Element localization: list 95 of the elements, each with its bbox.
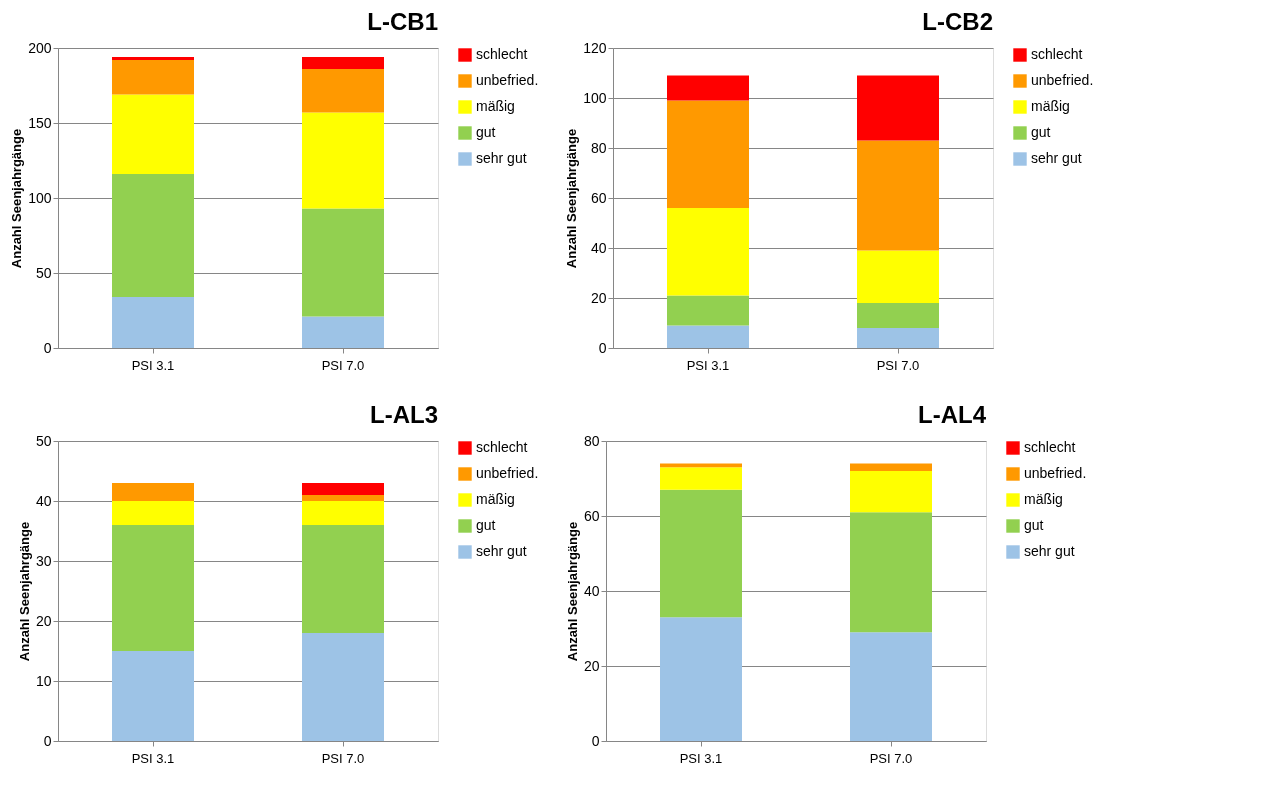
y-tick-label: 20 — [590, 289, 607, 306]
y-tick-label: 0 — [598, 339, 607, 356]
y-tick-label: 80 — [583, 432, 600, 449]
legend-label: sehr gut — [1031, 150, 1082, 166]
bar — [112, 60, 194, 95]
bar — [850, 512, 932, 633]
y-tick-label: 50 — [35, 432, 52, 449]
bar — [112, 297, 194, 348]
x-tick-label: PSI 3.1 — [686, 357, 730, 373]
bar — [667, 75, 749, 101]
y-tick-label: 200 — [28, 39, 52, 56]
bar — [112, 94, 194, 174]
y-tick-label: 10 — [35, 672, 52, 689]
y-tick-label: 120 — [583, 39, 607, 56]
legend-label: sehr gut — [476, 150, 527, 166]
y-tick-label: 0 — [43, 732, 52, 749]
bar — [660, 467, 742, 490]
y-tick-label: 150 — [28, 114, 52, 131]
legend-label: unbefried. — [476, 72, 539, 88]
bar — [857, 75, 939, 141]
bar — [302, 525, 384, 633]
bar — [660, 489, 742, 618]
bar — [302, 501, 384, 525]
legend-label: mäßig — [1024, 491, 1063, 507]
bar — [850, 463, 932, 471]
bar — [112, 483, 194, 501]
y-tick-label: 20 — [583, 657, 600, 674]
bar — [112, 651, 194, 741]
y-tick-label: 100 — [583, 89, 607, 106]
bar — [302, 69, 384, 113]
legend-label: schlecht — [476, 439, 528, 455]
y-tick-label: 60 — [590, 189, 607, 206]
y-tick-label: 100 — [28, 189, 52, 206]
chart-title: L-AL4 — [918, 401, 987, 428]
y-tick-label: 20 — [35, 612, 52, 629]
chart-title: L-CB1 — [367, 8, 438, 35]
bar — [857, 328, 939, 348]
y-tick-label: 30 — [35, 552, 52, 569]
chart-title: L-CB2 — [922, 8, 993, 35]
bar — [857, 303, 939, 328]
bar — [857, 140, 939, 251]
y-tick-label: 80 — [590, 139, 607, 156]
y-axis-title: Anzahl Seenjahrgänge — [16, 521, 32, 662]
x-tick-label: PSI 7.0 — [869, 750, 913, 766]
x-tick-label: PSI 7.0 — [876, 357, 920, 373]
legend-label: sehr gut — [1024, 543, 1075, 559]
bar — [302, 483, 384, 495]
y-tick-label: 60 — [583, 507, 600, 524]
x-tick-label: PSI 7.0 — [321, 357, 365, 373]
bar — [302, 316, 384, 348]
bar — [667, 295, 749, 326]
legend-label: gut — [476, 517, 496, 533]
x-tick-label: PSI 7.0 — [321, 750, 365, 766]
legend-label: mäßig — [476, 491, 515, 507]
y-tick-label: 40 — [590, 239, 607, 256]
legend-label: gut — [476, 124, 496, 140]
bar — [302, 208, 384, 317]
y-tick-label: 40 — [35, 492, 52, 509]
y-axis-title: Anzahl Seenjahrgänge — [564, 521, 580, 662]
y-tick-label: 0 — [43, 339, 52, 356]
legend-label: unbefried. — [1024, 465, 1087, 481]
bar — [112, 525, 194, 651]
x-tick-label: PSI 3.1 — [679, 750, 723, 766]
legend-label: mäßig — [1031, 98, 1070, 114]
legend-label: gut — [1024, 517, 1044, 533]
y-tick-label: 50 — [35, 264, 52, 281]
legend-label: gut — [1031, 124, 1051, 140]
y-tick-label: 0 — [591, 732, 600, 749]
bar — [302, 112, 384, 209]
bar — [302, 57, 384, 69]
legend-label: schlecht — [1031, 46, 1083, 62]
bar — [850, 471, 932, 513]
bar — [660, 617, 742, 741]
legend-label: mäßig — [476, 98, 515, 114]
legend-label: sehr gut — [476, 543, 527, 559]
bar — [667, 208, 749, 296]
bar — [302, 495, 384, 501]
legend-label: unbefried. — [476, 465, 539, 481]
x-tick-label: PSI 3.1 — [131, 750, 175, 766]
legend-label: schlecht — [1024, 439, 1076, 455]
bar — [667, 100, 749, 208]
x-tick-label: PSI 3.1 — [131, 357, 175, 373]
y-axis-title: Anzahl Seenjahrgänge — [9, 128, 25, 269]
legend-label: schlecht — [476, 46, 528, 62]
chart-title: L-AL3 — [370, 401, 438, 428]
bar — [667, 325, 749, 348]
bar — [112, 501, 194, 525]
bar — [850, 632, 932, 741]
y-tick-label: 40 — [583, 582, 600, 599]
bar — [112, 174, 194, 297]
y-axis-title: Anzahl Seenjahrgänge — [564, 128, 580, 269]
bar — [112, 57, 194, 60]
bar — [857, 250, 939, 303]
bar — [302, 633, 384, 741]
legend-label: unbefried. — [1031, 72, 1094, 88]
